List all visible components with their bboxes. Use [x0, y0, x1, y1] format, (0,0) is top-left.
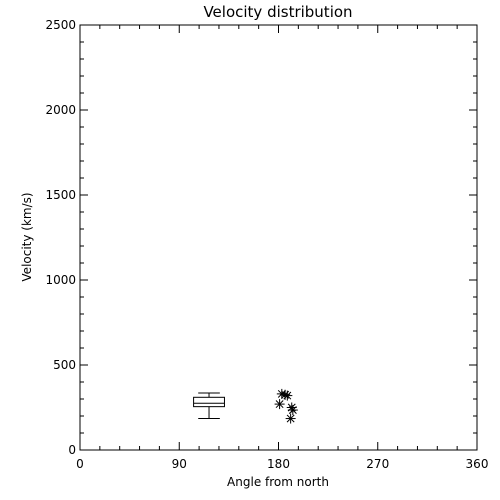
y-tick-label: 500 — [53, 358, 76, 372]
y-tick-label: 2000 — [45, 103, 76, 117]
x-tick-label: 360 — [466, 457, 489, 471]
data-point — [274, 399, 285, 410]
y-tick-label: 1500 — [45, 188, 76, 202]
box-iqr — [193, 396, 225, 408]
x-tick-label: 0 — [76, 457, 84, 471]
data-point — [285, 413, 296, 424]
y-tick-label: 0 — [68, 443, 76, 457]
x-axis-ticks: 0 90 180 270 360 — [76, 25, 488, 471]
x-tick-label: 90 — [172, 457, 187, 471]
data-points — [274, 388, 298, 424]
box-plot — [193, 392, 225, 420]
data-point — [282, 390, 293, 401]
plot-area — [79, 24, 478, 451]
y-axis-label: Velocity (km/s) — [20, 192, 34, 281]
y-tick-label: 2500 — [45, 18, 76, 32]
y-axis-ticks: 0 500 1000 1500 2000 2500 — [45, 18, 477, 457]
data-point — [287, 405, 298, 416]
chart-title: Velocity distribution — [203, 3, 352, 21]
x-tick-label: 270 — [366, 457, 389, 471]
x-tick-label: 180 — [267, 457, 290, 471]
y-tick-label: 1000 — [45, 273, 76, 287]
x-axis-label: Angle from north — [227, 475, 329, 489]
